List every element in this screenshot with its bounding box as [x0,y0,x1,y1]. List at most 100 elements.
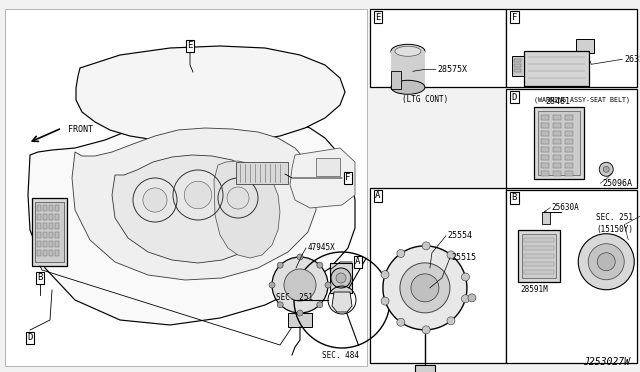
Text: B: B [511,193,517,202]
Bar [236,162,288,184]
Circle shape [297,254,303,260]
Bar [553,115,561,120]
Text: 47945X: 47945X [308,244,336,253]
Bar [370,9,506,87]
Bar [565,123,573,128]
Bar [515,64,521,67]
Bar [524,238,554,242]
Text: D: D [28,334,33,343]
Text: A: A [375,191,381,201]
Ellipse shape [391,44,425,58]
Bar [55,223,59,229]
Circle shape [447,251,455,259]
Bar [524,262,554,266]
Bar [542,212,550,224]
Bar [553,139,561,144]
Circle shape [277,262,284,268]
Circle shape [269,282,275,288]
Bar [391,71,401,89]
Circle shape [331,268,351,288]
Bar [553,147,561,152]
Bar [43,205,47,211]
Bar [370,188,506,363]
Bar [541,171,549,176]
Bar [55,214,59,220]
Bar [43,250,47,256]
Circle shape [599,162,613,176]
Circle shape [397,318,405,326]
Circle shape [422,242,430,250]
Polygon shape [290,148,355,208]
Bar [565,163,573,168]
Bar [553,123,561,128]
Bar [565,131,573,136]
Circle shape [143,188,167,212]
Text: (15150Y): (15150Y) [596,225,633,234]
Bar [524,270,554,274]
Bar [506,9,637,87]
Ellipse shape [391,80,425,94]
Bar [553,171,561,176]
Bar [43,232,47,238]
Circle shape [383,246,467,330]
Bar [49,205,53,211]
Bar [565,139,573,144]
Text: 25096A: 25096A [602,179,632,188]
Text: (LTG CONT): (LTG CONT) [402,95,448,104]
Bar [415,365,435,372]
Bar [512,56,524,76]
Bar [538,111,580,175]
Bar [506,89,637,188]
Circle shape [277,302,284,308]
Bar [49,250,53,256]
Bar [330,263,352,293]
Bar [43,241,47,247]
Bar [553,131,561,136]
Bar [576,39,595,53]
Circle shape [317,302,323,308]
Text: SEC. 251: SEC. 251 [276,294,314,302]
Polygon shape [28,115,355,325]
Bar [506,190,637,363]
Circle shape [184,181,212,209]
Circle shape [317,262,323,268]
Bar [49,223,53,229]
Bar [565,147,573,152]
Bar [37,205,41,211]
Circle shape [227,187,249,209]
Text: 28481: 28481 [546,97,571,106]
Text: FRONT: FRONT [68,125,93,135]
Bar [37,250,41,256]
Text: 26350N: 26350N [624,55,640,64]
Polygon shape [332,292,352,312]
Bar [5,9,367,366]
Bar [524,246,554,250]
Bar [565,115,573,120]
Circle shape [461,295,470,303]
Bar [55,241,59,247]
Bar [32,198,67,266]
Bar [49,241,53,247]
Bar [565,155,573,160]
Text: F: F [511,13,517,22]
Bar [37,214,41,220]
Circle shape [400,263,450,313]
Bar [522,234,556,278]
Text: A: A [355,257,361,266]
Bar [534,107,584,179]
Circle shape [468,294,476,302]
Text: J253027W: J253027W [583,357,630,367]
Circle shape [381,271,389,279]
Text: SEC. 251: SEC. 251 [596,213,633,222]
Bar [524,51,589,86]
Bar [515,69,521,72]
Text: 28575X: 28575X [438,65,468,74]
Circle shape [461,273,470,281]
Text: E: E [188,42,193,51]
Bar [565,171,573,176]
Bar [49,232,53,238]
Bar [316,158,340,176]
Bar [37,223,41,229]
Circle shape [325,282,331,288]
Polygon shape [112,155,270,263]
